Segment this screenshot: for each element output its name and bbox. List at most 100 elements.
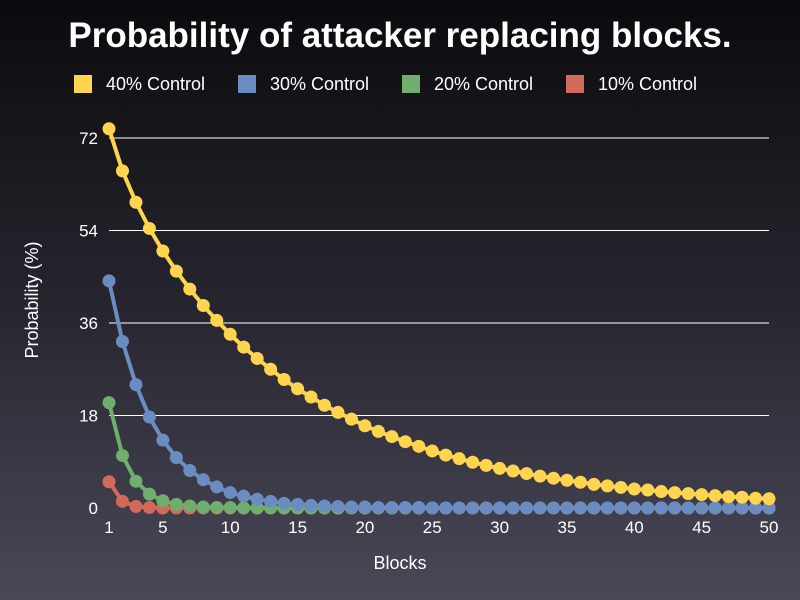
data-point: [264, 494, 278, 508]
data-point: [506, 464, 520, 478]
data-point: [115, 335, 129, 348]
data-point: [493, 501, 507, 515]
data-point: [304, 390, 318, 404]
data-point: [196, 473, 210, 487]
data-point: [452, 452, 466, 466]
data-point: [183, 282, 197, 296]
data-point: [102, 274, 116, 288]
data-point: [668, 486, 682, 500]
data-point: [237, 340, 251, 354]
data-point: [169, 264, 183, 278]
data-point: [210, 480, 224, 494]
data-point: [129, 499, 143, 513]
data-point: [237, 489, 251, 503]
data-point: [479, 458, 493, 472]
data-point: [439, 448, 453, 462]
data-point: [102, 396, 116, 410]
data-point: [560, 501, 574, 515]
data-point: [129, 378, 143, 392]
data-point: [169, 497, 183, 511]
data-point: [600, 501, 614, 515]
data-point: [344, 412, 358, 426]
data-point: [627, 501, 641, 515]
x-tick-label: 5: [158, 518, 167, 537]
data-point: [223, 327, 237, 341]
data-point: [412, 500, 426, 514]
data-point: [641, 501, 655, 515]
series-2: [102, 274, 776, 515]
x-tick-label: 25: [423, 518, 442, 537]
data-point: [479, 501, 493, 515]
y-tick-label: 72: [79, 129, 98, 148]
data-point: [277, 496, 291, 510]
data-point: [250, 351, 264, 365]
legend-label: 20% Control: [434, 74, 533, 94]
data-point: [129, 474, 143, 488]
data-point: [344, 500, 358, 514]
data-point: [627, 482, 641, 496]
data-point: [735, 501, 749, 515]
data-point: [681, 501, 695, 515]
data-point: [210, 313, 224, 327]
data-point: [573, 501, 587, 515]
data-point: [264, 362, 278, 376]
data-point: [439, 501, 453, 515]
data-point: [291, 382, 305, 396]
data-point: [102, 122, 116, 136]
data-point: [183, 463, 197, 477]
data-point: [493, 461, 507, 475]
data-point: [695, 501, 709, 515]
legend-label: 30% Control: [270, 74, 369, 94]
data-point: [277, 373, 291, 387]
legend-label: 40% Control: [106, 74, 205, 94]
data-point: [142, 410, 156, 424]
legend: 40% Control 30% Control 20% Control 10% Con…: [74, 74, 697, 94]
data-point: [385, 500, 399, 514]
data-point: [533, 469, 547, 483]
data-point: [546, 471, 560, 485]
data-point: [115, 494, 129, 508]
y-axis-ticks: 0 18 36 54 72: [79, 129, 98, 518]
data-point: [237, 501, 251, 515]
y-tick-label: 18: [79, 407, 98, 426]
x-tick-label: 20: [355, 518, 374, 537]
x-tick-label: 30: [490, 518, 509, 537]
data-point: [573, 475, 587, 489]
data-point: [156, 244, 170, 258]
data-point: [520, 501, 534, 515]
data-point: [371, 424, 385, 438]
data-point: [291, 497, 305, 511]
data-point: [331, 405, 345, 419]
data-point: [654, 501, 668, 515]
data-point: [223, 500, 237, 514]
y-axis-label: Probability (%): [22, 241, 42, 358]
data-point: [304, 498, 318, 512]
data-point: [506, 501, 520, 515]
data-point: [398, 500, 412, 514]
series-line: [107, 280, 769, 510]
data-point: [452, 501, 466, 515]
legend-swatch: [566, 75, 584, 93]
data-point: [331, 499, 345, 513]
data-point: [425, 444, 439, 458]
data-point: [156, 433, 170, 447]
data-point: [318, 398, 332, 412]
data-point: [695, 488, 709, 502]
data-point: [196, 500, 210, 514]
data-point: [722, 490, 736, 504]
series-1: [102, 122, 776, 506]
data-point: [546, 501, 560, 515]
data-point: [614, 480, 628, 494]
data-point: [762, 492, 776, 506]
x-tick-label: 35: [557, 518, 576, 537]
y-tick-label: 36: [79, 314, 98, 333]
data-point: [412, 439, 426, 453]
x-tick-label: 45: [692, 518, 711, 537]
data-point: [142, 487, 156, 501]
data-point: [587, 477, 601, 491]
x-tick-label: 10: [221, 518, 240, 537]
data-point: [142, 221, 156, 235]
data-point: [654, 485, 668, 499]
data-point: [560, 473, 574, 487]
